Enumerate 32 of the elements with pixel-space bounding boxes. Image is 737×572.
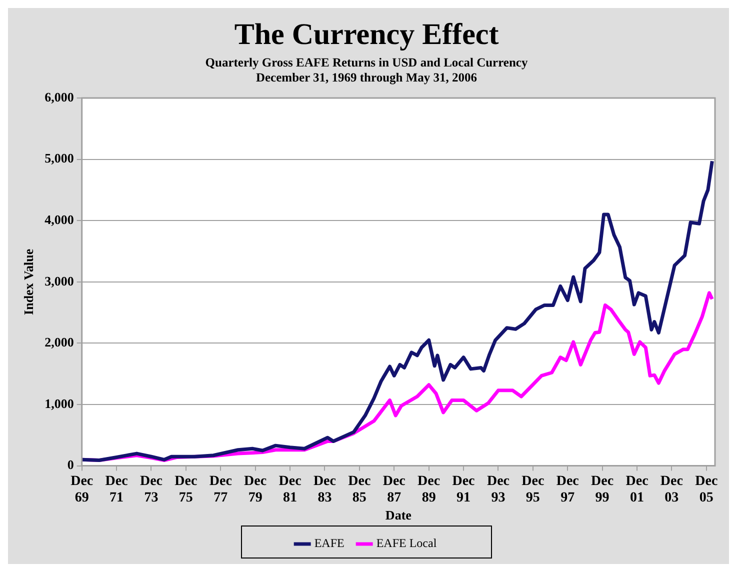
y-tick-label: 4,000 [44,212,74,227]
x-tick-label: Dec 91 [452,474,475,506]
x-tick-label: Dec 79 [244,474,267,506]
x-tick-label: Dec 73 [140,474,163,506]
x-tick-label: Dec 85 [348,474,371,506]
x-tick-label: Dec 81 [278,474,302,506]
x-tick-label: Dec 83 [313,474,336,506]
legend-label: EAFE Local [376,536,438,550]
x-tick-label: Dec 75 [174,474,198,506]
y-tick-label: 0 [67,457,74,472]
y-tick-label: 6,000 [44,89,74,104]
x-axis-title: Date [385,508,412,523]
x-tick-label: Dec 97 [556,474,579,506]
x-tick-label: Dec 05 [695,474,718,506]
x-tick-label: Dec 95 [522,474,544,506]
x-tick-label: Dec 01 [626,474,648,506]
x-tick-label: Dec 87 [382,474,406,506]
x-tick-label: Dec 69 [70,474,94,506]
chart-title: The Currency Effect [234,18,499,51]
x-tick-label: Dec 03 [660,474,683,506]
x-tick-label: Dec 99 [591,474,614,506]
x-tick-label: Dec 71 [105,474,128,506]
y-tick-label: 3,000 [44,273,74,288]
x-tick-label: Dec 93 [486,474,510,506]
y-axis-title: Index Value [21,248,36,315]
x-tick-label: Dec 77 [209,474,232,506]
x-tick-label: Dec 89 [418,474,440,506]
y-tick-label: 5,000 [44,150,74,166]
y-tick-label: 1,000 [44,396,74,411]
legend-label: EAFE [314,536,344,550]
chart-subtitle: Quarterly Gross EAFE Returns in USD and Local Currency December 31, 1969 through May 31, 2006 [205,56,528,85]
y-tick-label: 2,000 [44,334,74,350]
